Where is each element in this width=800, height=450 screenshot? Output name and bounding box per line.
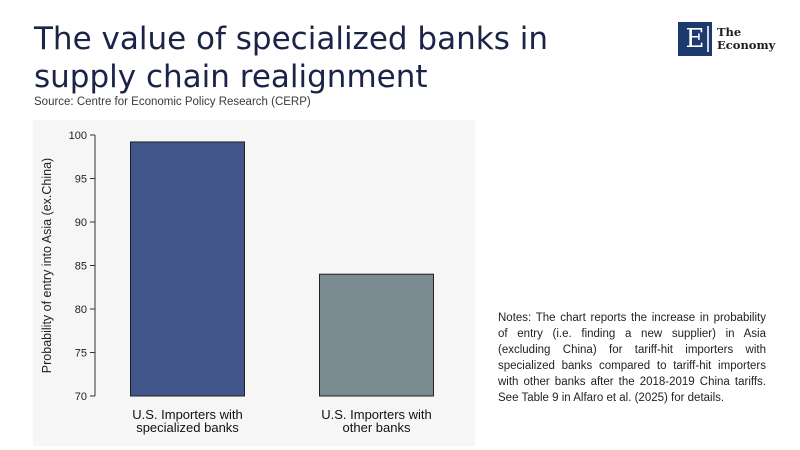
the-economy-logo[interactable]: E The Economy: [678, 21, 775, 57]
x-tick-label: specialized banks: [136, 420, 239, 435]
y-axis-label: Probability of entry into Asia (ex.China…: [40, 158, 54, 373]
y-tick-label: 95: [75, 174, 87, 186]
x-tick-label: U.S. Importers with: [321, 407, 432, 422]
y-tick-label: 75: [75, 348, 87, 360]
y-tick-label: 85: [75, 261, 87, 273]
logo-mark: E: [678, 22, 712, 56]
x-tick-label: U.S. Importers with: [132, 407, 243, 422]
x-tick-label: other banks: [343, 420, 411, 435]
y-tick-label: 70: [75, 391, 87, 403]
bar-chart: 70 75 80 85 90 95 100 Probability of entry into…: [40, 130, 434, 435]
logo-line-2: Economy: [717, 38, 776, 52]
logo-line-1: The: [717, 25, 742, 39]
y-tick-label: 80: [75, 304, 87, 316]
logo-wordmark: The Economy: [717, 26, 775, 52]
chart-notes: Notes: The chart reports the increase in…: [498, 312, 766, 404]
bar: [319, 273, 434, 397]
chart-title: The value of specialized banks in supply…: [34, 21, 548, 95]
chart-panel: 70 75 80 85 90 95 100 Probability of entry into…: [33, 120, 475, 446]
y-tick-label: 100: [69, 130, 87, 142]
source-note: Source: Centre for Economic Policy Resea…: [34, 96, 311, 108]
y-tick-label: 90: [75, 217, 87, 229]
bar: [130, 141, 245, 397]
